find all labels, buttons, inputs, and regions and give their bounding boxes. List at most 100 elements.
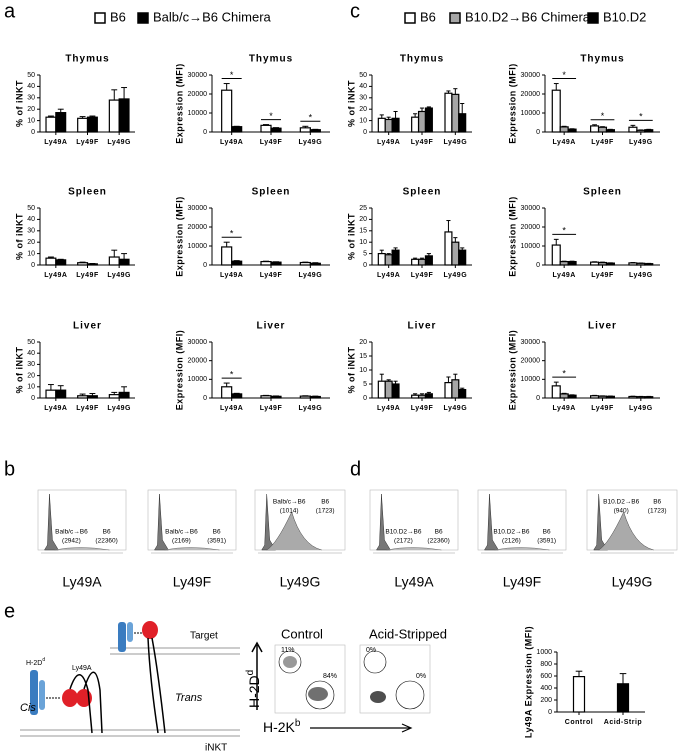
bar xyxy=(384,380,393,399)
bar xyxy=(590,261,600,266)
bar xyxy=(444,92,453,133)
population-label: Balb/c→B6 xyxy=(55,529,88,536)
histogram-marker: Ly49A xyxy=(394,574,434,590)
error-bar xyxy=(79,393,86,396)
error-bar xyxy=(47,384,54,391)
y-tick-label: 600 xyxy=(540,673,552,680)
y-axis-label: % of iNKT xyxy=(14,347,24,394)
y-tick-label: 30 xyxy=(27,228,35,235)
y-tick-label: 30000 xyxy=(521,205,541,212)
chart-title: Thymus xyxy=(65,54,109,65)
bar xyxy=(77,262,89,266)
bar xyxy=(377,380,386,399)
population-label: Balb/c→B6 xyxy=(165,529,198,536)
bar xyxy=(45,257,57,266)
error-bar xyxy=(57,258,64,260)
bar xyxy=(118,391,130,399)
error-bar xyxy=(379,373,384,382)
error-bar xyxy=(111,89,118,101)
error-bar xyxy=(446,90,451,94)
y-tick-label: 10000 xyxy=(188,243,208,250)
x-tick-label: Ly49G xyxy=(444,405,468,412)
x-tick-label: Ly49A xyxy=(220,405,243,412)
y-tick-label: 20000 xyxy=(188,224,208,231)
histogram-curve xyxy=(598,511,654,551)
x-tick-label: Ly49A xyxy=(377,272,400,279)
x-tick-label: Ly49G xyxy=(629,272,653,279)
bar xyxy=(451,379,460,399)
error-bar xyxy=(453,88,458,95)
axis-label: H-2Dd xyxy=(245,670,262,708)
y-tick-label: 20000 xyxy=(188,358,208,365)
error-bar xyxy=(419,257,425,260)
bar xyxy=(391,249,400,266)
y-tick-label: 40 xyxy=(27,216,35,223)
y-tick-label: 20 xyxy=(359,339,367,346)
error-bar xyxy=(393,247,398,251)
bar xyxy=(424,107,433,133)
bar xyxy=(55,259,67,266)
x-tick-label: Ly49F xyxy=(76,405,99,412)
y-tick-label: 1000 xyxy=(536,649,552,656)
error-bar xyxy=(426,253,431,256)
x-tick-label: Ly49G xyxy=(107,272,131,279)
y-axis-label: Expression (MFI) xyxy=(174,63,184,144)
error-bar xyxy=(426,106,431,109)
panel-label: c xyxy=(350,0,360,22)
population-label: B10.D2→B6 xyxy=(603,499,640,506)
histogram-peak xyxy=(375,493,391,551)
y-tick-label: 0 xyxy=(536,262,540,269)
bar xyxy=(458,249,467,266)
y-axis-label: Ly49A Expression (MFI) xyxy=(523,626,533,738)
error-bar xyxy=(553,381,559,386)
bar xyxy=(391,117,400,133)
bar xyxy=(616,683,630,713)
error-bar xyxy=(233,260,240,262)
bar xyxy=(231,126,243,133)
label-sup: d xyxy=(245,670,256,676)
error-bar xyxy=(419,107,425,112)
population-mfi: (3591) xyxy=(207,538,226,545)
bar xyxy=(597,395,608,399)
legend-swatch xyxy=(449,12,461,24)
population-label: B6 xyxy=(653,499,661,506)
diagram-label: Ly49A xyxy=(72,665,92,672)
error-bar xyxy=(413,393,418,396)
plot-title: Control xyxy=(281,626,323,641)
bar xyxy=(590,395,600,399)
bar xyxy=(551,89,561,133)
bar xyxy=(559,126,569,133)
x-tick-label: Ly49G xyxy=(107,139,131,146)
y-tick-label: 30 xyxy=(27,361,35,368)
error-bar xyxy=(302,125,309,128)
dot-plots: Control Acid-Stripped 11% 84% 0% 0% H-2D… xyxy=(245,626,447,734)
error-bar xyxy=(413,257,418,260)
bar xyxy=(597,261,608,266)
y-tick-label: 10000 xyxy=(188,376,208,383)
histogram-peak xyxy=(43,493,59,551)
error-bar xyxy=(460,387,465,390)
y-tick-label: 0 xyxy=(536,129,540,136)
diagram-label: Cis xyxy=(20,702,36,714)
error-bar xyxy=(57,385,64,391)
bar xyxy=(86,116,98,133)
significance-label: * xyxy=(639,112,643,122)
histogram-curve xyxy=(164,547,220,551)
error-bar xyxy=(453,237,458,243)
y-tick-label: 50 xyxy=(27,339,35,346)
bar xyxy=(605,395,615,399)
bar xyxy=(605,129,615,133)
y-tick-label: 0 xyxy=(31,395,35,402)
y-axis-label: Expression (MFI) xyxy=(507,63,517,144)
error-bar xyxy=(453,373,458,380)
error-bar xyxy=(79,116,86,119)
population-mfi: (2942) xyxy=(62,538,81,545)
bar xyxy=(628,262,638,266)
diagram-label: H-2Dd xyxy=(26,657,45,667)
x-tick-label: Ly49F xyxy=(411,272,434,279)
population-mfi: (22360) xyxy=(95,538,117,545)
significance-label: * xyxy=(230,229,234,239)
legend-swatch xyxy=(404,12,416,24)
legend-label: B6 xyxy=(110,9,126,24)
error-bar xyxy=(233,392,240,394)
